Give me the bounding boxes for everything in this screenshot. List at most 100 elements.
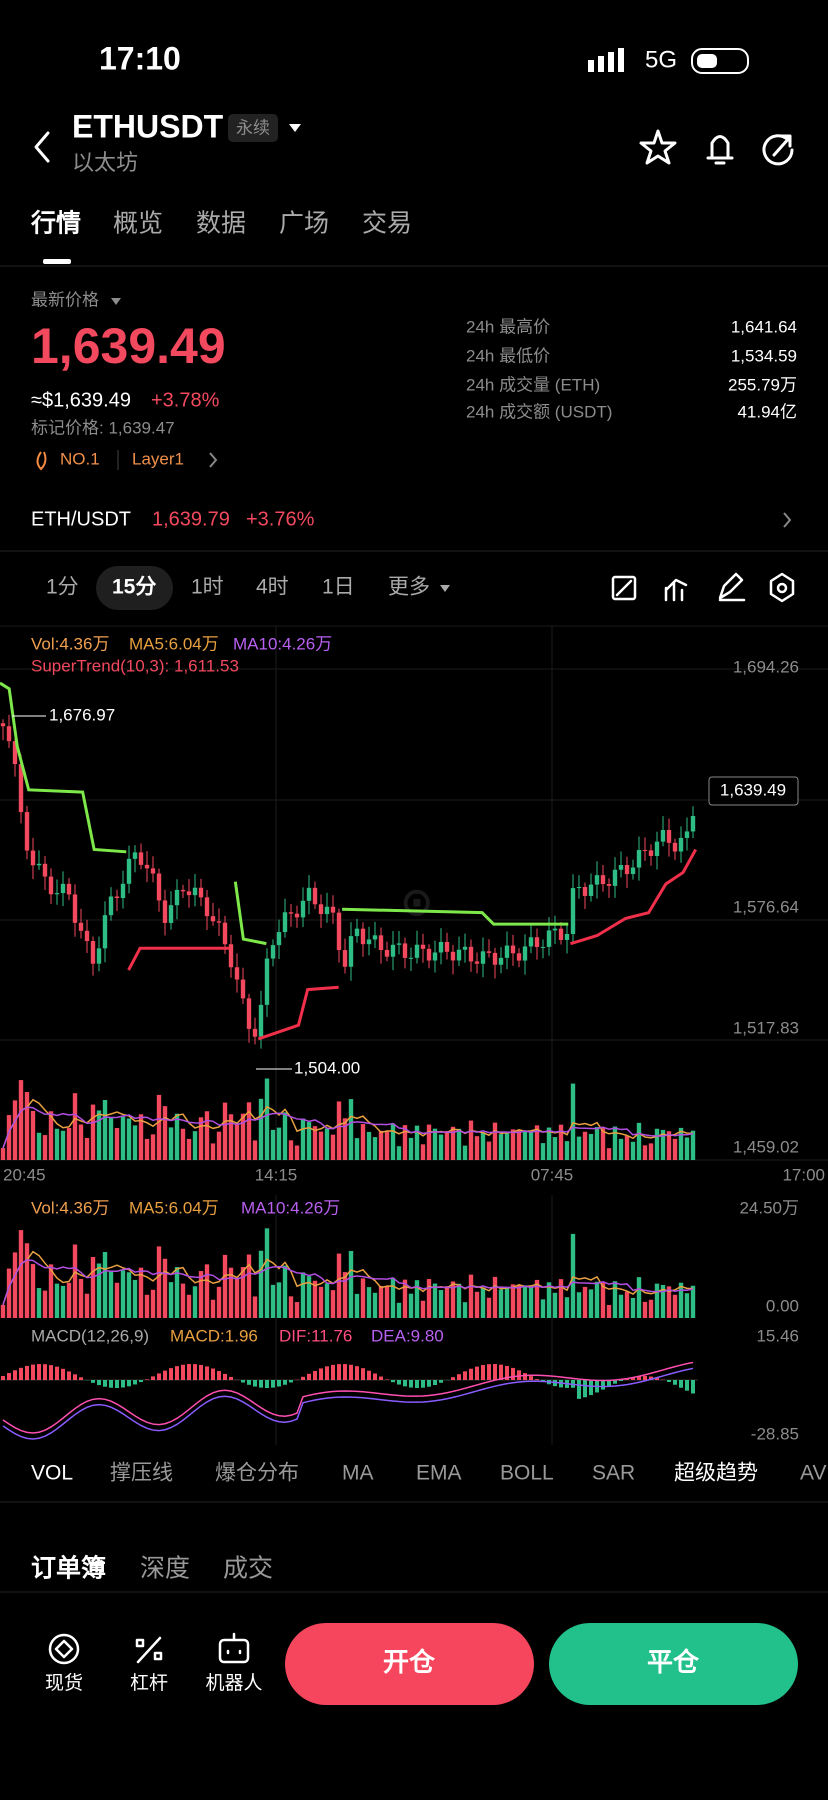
chart-tools[interactable]	[611, 572, 795, 603]
alert[interactable]	[706, 135, 734, 165]
volume-bar	[678, 1282, 684, 1318]
volume-bar	[468, 1120, 474, 1160]
volume-bar	[372, 1292, 378, 1318]
macd-bar	[103, 1380, 107, 1387]
candle-body	[474, 961, 480, 964]
candle-body	[414, 944, 420, 958]
candle-body	[624, 865, 630, 875]
dropdown[interactable]	[289, 124, 301, 132]
indicator-tab[interactable]: 超级趋势	[674, 1462, 758, 1485]
volume-bar	[18, 1230, 24, 1318]
volume-bar	[186, 1294, 192, 1318]
tab[interactable]: 数据	[196, 210, 246, 238]
dropdown[interactable]	[440, 585, 450, 592]
y-tick-label: 24.50万	[739, 1198, 799, 1217]
indicator-tab[interactable]: SAR	[592, 1462, 635, 1485]
volume-bar	[90, 1104, 96, 1160]
indicator-tab[interactable]: 撑压线	[110, 1462, 173, 1485]
volume-bar	[636, 1122, 642, 1160]
volume-bar	[468, 1274, 474, 1318]
book-tab[interactable]: 订单簿	[31, 1554, 106, 1583]
dropdown[interactable]	[111, 298, 121, 305]
candle-body	[102, 915, 108, 949]
interval[interactable]: 4时	[256, 576, 289, 599]
stat-label: 24h 成交量 (ETH)	[466, 375, 600, 394]
interval[interactable]: 1日	[322, 576, 355, 599]
y-tick-label: 1,517.83	[733, 1018, 799, 1037]
share[interactable]	[762, 134, 794, 166]
nav-icons	[48, 1632, 250, 1665]
mark-price: 标记价格: 1,639.47	[31, 418, 175, 437]
close-label[interactable]: 平仓	[647, 1647, 700, 1677]
volume-bar	[60, 1285, 66, 1318]
indicator-tab[interactable]: AV	[800, 1462, 826, 1485]
symbol[interactable]: ETHUSDT	[72, 108, 224, 144]
volume-bar	[528, 1286, 534, 1318]
y-tick-label: -28.85	[751, 1424, 799, 1443]
indicator-tab[interactable]: EMA	[416, 1462, 462, 1485]
nav-label[interactable]: 现货	[45, 1672, 83, 1694]
volume-bar	[42, 1290, 48, 1318]
close-button[interactable]	[549, 1623, 798, 1705]
volume-bar	[216, 1131, 222, 1160]
indicator-tab[interactable]: 爆仓分布	[215, 1462, 299, 1485]
macd-bar	[241, 1380, 245, 1383]
macd-bar	[589, 1380, 593, 1396]
battery	[691, 48, 749, 74]
indicator-tab[interactable]: VOL	[31, 1462, 73, 1485]
volume-bar	[618, 1294, 624, 1318]
candle-body	[504, 945, 510, 958]
open-button[interactable]	[285, 1623, 534, 1705]
candle-body	[192, 887, 198, 896]
volume-bar	[660, 1129, 666, 1160]
volume-bar	[426, 1124, 432, 1160]
candle-body	[354, 928, 360, 937]
macd-bar	[403, 1380, 407, 1387]
macd-bar	[271, 1380, 275, 1388]
volume-bar	[192, 1286, 198, 1318]
back-button[interactable]	[34, 131, 50, 163]
tab[interactable]: 广场	[279, 210, 329, 238]
interval[interactable]: 更多	[388, 576, 430, 599]
favorite[interactable]	[639, 129, 677, 165]
macd-bar	[199, 1364, 203, 1380]
stat-label: 24h 成交额 (USDT)	[466, 402, 612, 421]
interval[interactable]: 1分	[46, 576, 79, 599]
book-tab[interactable]: 深度	[140, 1555, 190, 1583]
indicator-tab[interactable]: BOLL	[500, 1462, 554, 1485]
indicator-tab[interactable]: MA	[342, 1462, 374, 1485]
indicator-line	[0, 681, 127, 854]
volume-bar	[66, 1282, 72, 1318]
interval[interactable]: 15分	[112, 576, 156, 599]
open-label[interactable]: 开仓	[383, 1647, 436, 1677]
volume-bar	[30, 1264, 36, 1318]
nav-label[interactable]: 机器人	[205, 1672, 262, 1694]
y-tick-label: 1,459.02	[733, 1137, 799, 1156]
tag[interactable]: Layer1	[132, 449, 184, 468]
candle-body	[570, 888, 576, 934]
watermark: ⊙	[400, 881, 434, 925]
chevron[interactable]	[783, 512, 792, 528]
macd-bar	[7, 1373, 11, 1380]
tab[interactable]: 行情	[30, 210, 81, 238]
pair-name[interactable]: ETH/USDT	[31, 508, 131, 530]
interval[interactable]: 1时	[191, 576, 224, 599]
volume-bar	[276, 1282, 282, 1318]
candle-body	[156, 873, 162, 901]
macd-bar	[685, 1380, 689, 1391]
volume-bar	[402, 1125, 408, 1160]
candle-body	[306, 887, 312, 901]
candle-body	[630, 867, 636, 875]
x-tick-label: 07:45	[531, 1165, 574, 1184]
volume-bar	[246, 1254, 252, 1318]
nav-label[interactable]: 杠杆	[130, 1672, 168, 1694]
badge: 永续	[236, 118, 270, 137]
book-tab[interactable]: 成交	[223, 1555, 273, 1583]
tab[interactable]: 交易	[362, 210, 412, 238]
volume-bar	[282, 1265, 288, 1318]
tab[interactable]: 概览	[113, 210, 163, 238]
candle-body	[240, 979, 246, 999]
volume-bar	[288, 1140, 294, 1160]
candle-body	[150, 868, 156, 874]
